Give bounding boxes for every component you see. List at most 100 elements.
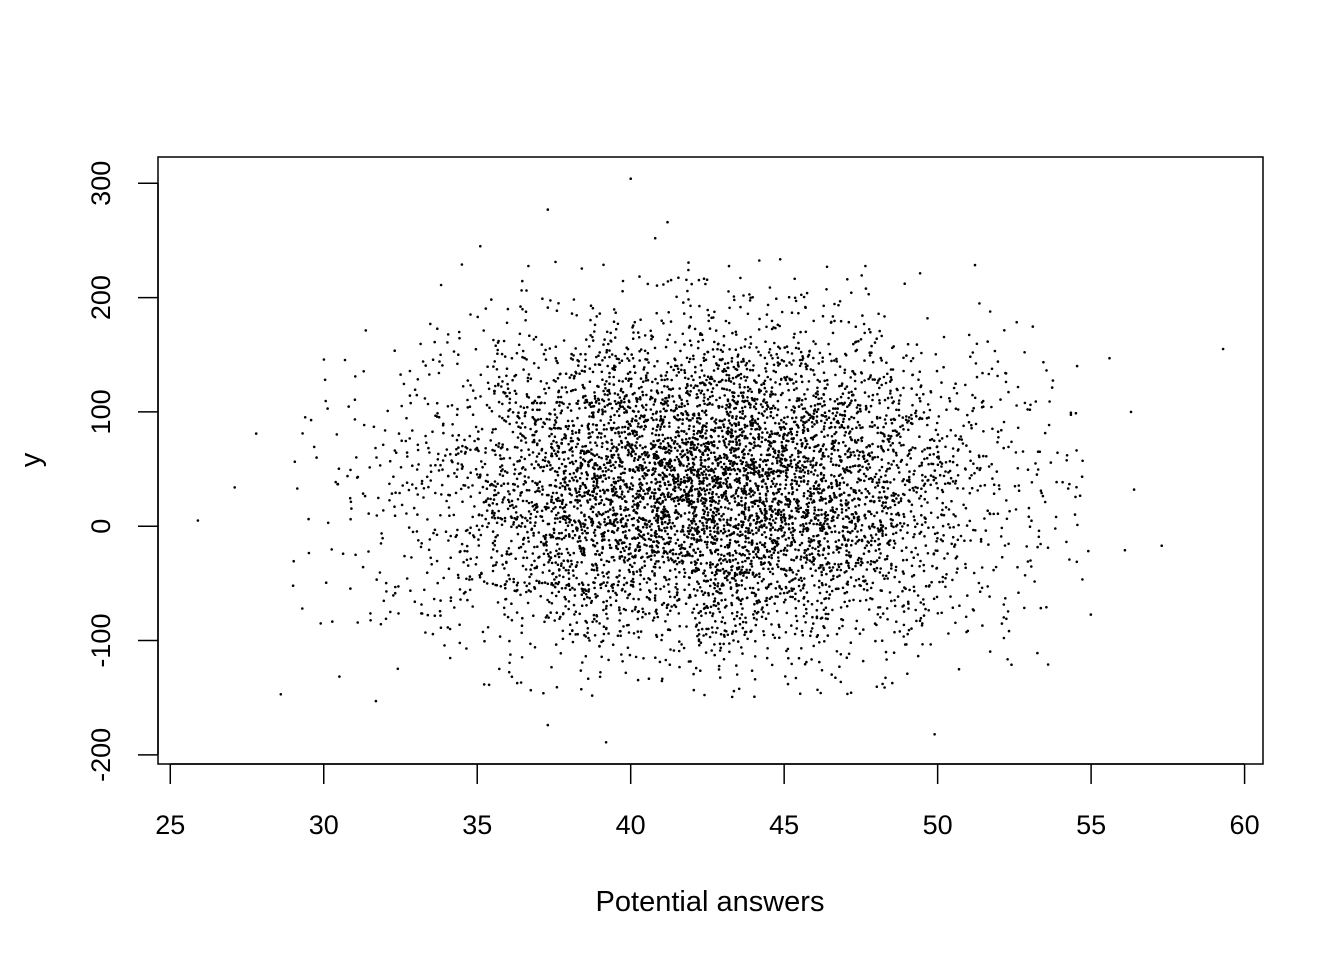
- data-point: [806, 547, 810, 551]
- data-point: [1042, 360, 1045, 364]
- data-point: [838, 300, 842, 303]
- data-point: [494, 384, 497, 388]
- data-point: [356, 621, 360, 624]
- data-point: [511, 482, 515, 486]
- data-point: [533, 524, 536, 528]
- data-point: [724, 437, 728, 441]
- data-point: [622, 559, 626, 562]
- data-point: [405, 481, 409, 485]
- data-point: [790, 352, 794, 355]
- data-point: [613, 492, 617, 495]
- data-point: [867, 292, 870, 296]
- data-point: [936, 516, 940, 519]
- data-point: [1039, 542, 1042, 546]
- data-point: [856, 558, 860, 562]
- data-point: [726, 486, 730, 489]
- data-point: [420, 479, 424, 483]
- data-point: [552, 501, 555, 505]
- data-point: [433, 340, 437, 344]
- data-point: [517, 411, 520, 415]
- data-point: [446, 341, 449, 344]
- data-point: [871, 425, 874, 429]
- data-point: [601, 571, 604, 574]
- data-point: [635, 433, 639, 436]
- data-point: [572, 462, 575, 466]
- data-point: [540, 509, 544, 513]
- data-point: [550, 452, 553, 456]
- data-point: [961, 442, 965, 445]
- data-point: [664, 498, 667, 501]
- data-point: [808, 521, 811, 525]
- data-point: [815, 608, 819, 612]
- data-point: [831, 463, 835, 467]
- data-point: [598, 622, 601, 625]
- data-point: [1041, 494, 1045, 498]
- data-point: [692, 549, 695, 552]
- data-point: [725, 560, 729, 563]
- data-point: [854, 561, 858, 565]
- data-point: [636, 610, 640, 614]
- data-point: [567, 442, 570, 446]
- data-point: [439, 463, 442, 467]
- data-point: [819, 543, 822, 547]
- data-point: [826, 513, 830, 517]
- data-point: [510, 618, 514, 622]
- data-point: [708, 327, 712, 330]
- data-point: [619, 505, 622, 508]
- data-point: [784, 422, 788, 426]
- data-point: [860, 436, 864, 439]
- data-point: [688, 511, 691, 514]
- data-point: [772, 404, 775, 408]
- data-point: [471, 413, 475, 417]
- data-point: [728, 348, 731, 351]
- data-point: [812, 492, 816, 495]
- data-point: [926, 403, 930, 406]
- data-point: [988, 512, 991, 515]
- data-point: [492, 484, 495, 487]
- data-point: [837, 531, 841, 534]
- data-point: [605, 497, 608, 501]
- data-point: [738, 442, 742, 446]
- data-point: [664, 620, 667, 623]
- data-point: [873, 539, 877, 543]
- data-point: [564, 528, 568, 532]
- data-point: [650, 389, 653, 392]
- data-point: [356, 475, 360, 479]
- data-point: [663, 425, 666, 428]
- data-point: [813, 408, 817, 411]
- data-point: [776, 510, 780, 513]
- data-point: [553, 578, 556, 581]
- data-point: [776, 399, 780, 403]
- data-point: [532, 438, 536, 442]
- data-point: [740, 504, 744, 507]
- data-point: [803, 471, 807, 474]
- data-point: [626, 518, 629, 522]
- data-point: [764, 401, 768, 405]
- data-point: [415, 393, 419, 397]
- data-point: [471, 484, 474, 487]
- data-point: [656, 359, 659, 363]
- data-point: [706, 308, 709, 312]
- data-point: [778, 258, 782, 261]
- data-point: [783, 346, 786, 349]
- data-point: [606, 403, 609, 407]
- data-point: [749, 335, 752, 339]
- data-point: [621, 471, 625, 475]
- data-point: [652, 495, 656, 498]
- data-point: [927, 526, 930, 529]
- data-point: [454, 453, 458, 457]
- data-point: [771, 510, 775, 513]
- data-point: [375, 514, 379, 517]
- data-point: [740, 427, 743, 431]
- data-point: [556, 470, 559, 474]
- data-point: [584, 593, 588, 596]
- data-point: [800, 416, 803, 419]
- data-point: [866, 490, 870, 493]
- data-point: [795, 619, 799, 623]
- data-point: [626, 490, 630, 493]
- data-point: [874, 639, 877, 643]
- data-point: [826, 540, 829, 543]
- data-point: [755, 512, 758, 515]
- data-point: [809, 630, 813, 633]
- data-point: [621, 530, 625, 534]
